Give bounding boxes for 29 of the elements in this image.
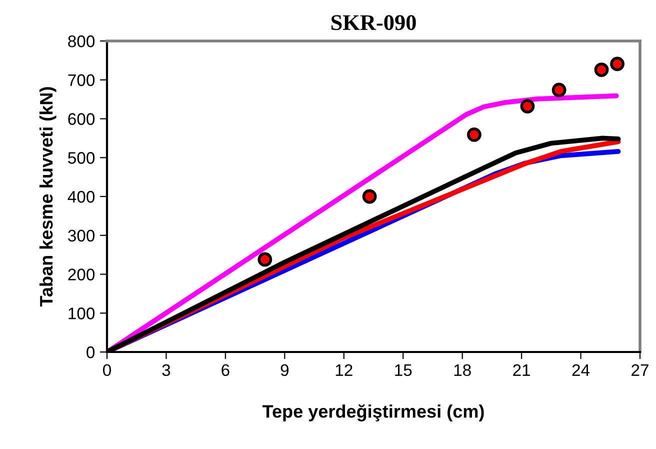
x-tick-label: 18: [454, 364, 471, 376]
point: [362, 189, 377, 204]
y-tick-label: 100: [68, 308, 95, 320]
point: [258, 252, 272, 267]
x-tick-label: 9: [280, 364, 289, 376]
x-tick-label: 12: [336, 364, 352, 376]
y-tick-label: 500: [68, 152, 95, 164]
x-tick-label: 3: [162, 364, 170, 376]
y-axis-title: Taban kesme kuvveti (kN): [39, 87, 56, 307]
point: [466, 127, 482, 142]
y-tick-label: 600: [68, 113, 95, 125]
point: [552, 82, 566, 98]
y-tick-label: 800: [68, 35, 95, 48]
y-tick-label: 0: [86, 346, 95, 358]
y-tick-label: 200: [68, 268, 95, 280]
chart-title: SKR-090: [331, 15, 416, 30]
point: [610, 56, 624, 72]
point: [520, 99, 535, 114]
x-tick-label: 24: [572, 364, 590, 376]
y-tick-label: 400: [68, 190, 95, 203]
x-tick-label: 6: [222, 364, 230, 376]
x-tick-label: 21: [513, 364, 530, 376]
x-tick-label: 27: [632, 364, 648, 376]
point: [594, 62, 609, 77]
x-tick-label: 15: [395, 364, 412, 376]
x-tick-label: 0: [103, 364, 111, 376]
y-tick-label: 700: [68, 74, 95, 86]
y-tick-label: 300: [68, 230, 95, 242]
x-axis-title: Tepe yerdeğiştirmesi (cm): [262, 404, 484, 422]
